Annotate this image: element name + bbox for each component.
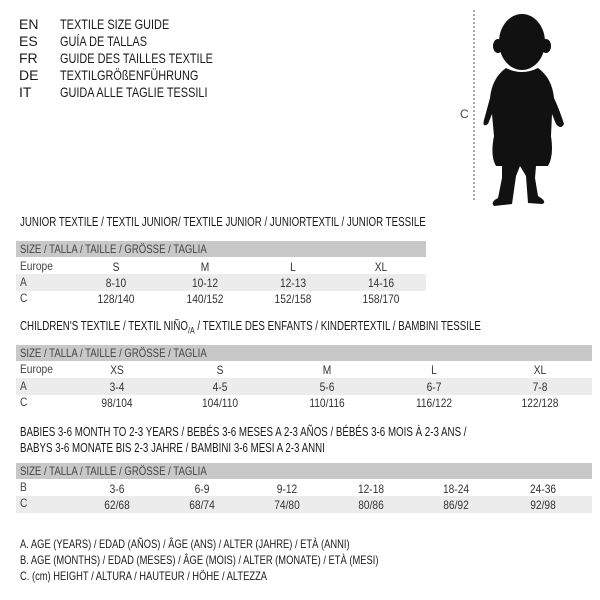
row-shade <box>16 274 426 291</box>
table-cell: L <box>431 363 437 377</box>
table-cell: 5-6 <box>319 380 335 394</box>
table-cell: 12-18 <box>357 482 385 496</box>
table-cell: 12-13 <box>279 276 307 290</box>
table-cell: 18-24 <box>442 482 470 496</box>
table-cell: 128/140 <box>97 292 135 306</box>
lang-code: EN <box>19 16 39 32</box>
table-cell: 68/74 <box>189 498 215 512</box>
lang-code: ES <box>19 33 38 49</box>
row-label: C <box>20 496 28 510</box>
row-shade <box>16 496 592 513</box>
table-cell: 3-4 <box>109 380 125 394</box>
table-cell: 122/128 <box>521 396 559 410</box>
table-cell: M <box>322 363 332 377</box>
table-cell: XS <box>110 363 124 377</box>
table-cell: 8-10 <box>105 276 127 290</box>
babies-table-header: SIZE / TALLA / TAILLE / GRÖSSE / TAGLIA <box>16 463 592 479</box>
table-cell: 4-5 <box>212 380 228 394</box>
lang-title: GUIDA ALLE TAGLIE TESSILI <box>60 84 208 100</box>
table-cell: 86/92 <box>443 498 469 512</box>
table-cell: S <box>112 260 120 274</box>
table-cell: 116/122 <box>415 396 453 410</box>
legend-item: C. (cm) HEIGHT / ALTURA / HAUTEUR / HÖHE… <box>20 569 268 583</box>
table-cell: L <box>290 260 296 274</box>
size-header: SIZE / TALLA / TAILLE / GRÖSSE / TAGLIA <box>20 464 207 478</box>
legend-item: B. AGE (MONTHS) / EDAD (MESES) / ÂGE (MO… <box>20 553 379 567</box>
row-label: A <box>20 379 27 393</box>
table-cell: 80/86 <box>358 498 384 512</box>
row-label: Europe <box>20 362 53 376</box>
junior-section-title: JUNIOR TEXTILE / TEXTIL JUNIOR/ TEXTILE … <box>20 215 426 229</box>
table-cell: 9-12 <box>276 482 298 496</box>
babies-section-title: BABIES 3-6 MONTH TO 2-3 YEARS / BEBÉS 3-… <box>20 425 467 439</box>
children-table-header: SIZE / TALLA / TAILLE / GRÖSSE / TAGLIA <box>16 345 592 361</box>
row-label: C <box>20 291 28 305</box>
table-cell: 152/158 <box>274 292 312 306</box>
table-cell: 14-16 <box>367 276 395 290</box>
lang-title: TEXTILE SIZE GUIDE <box>60 16 170 32</box>
junior-table-header: SIZE / TALLA / TAILLE / GRÖSSE / TAGLIA <box>16 241 426 257</box>
title-text: CHILDREN'S TEXTILE / TEXTIL NIÑO <box>20 319 189 333</box>
lang-title: GUIDE DES TAILLES TEXTILE <box>60 50 213 66</box>
title-text-rest: / TEXTILE DES ENFANTS / KINDERTEXTIL / B… <box>194 319 481 333</box>
babies-section-title-line2: BABYS 3-6 MONATE BIS 2-3 JAHRE / BAMBINI… <box>20 441 325 455</box>
child-silhouette-icon <box>473 10 564 206</box>
row-label: Europe <box>20 259 53 273</box>
table-cell: 74/80 <box>274 498 300 512</box>
table-cell: XL <box>533 363 547 377</box>
lang-code: FR <box>19 50 38 66</box>
table-cell: 158/170 <box>362 292 400 306</box>
table-cell: XL <box>374 260 388 274</box>
table-cell: 10-12 <box>191 276 219 290</box>
lang-code: DE <box>19 67 39 83</box>
row-label: A <box>20 275 27 289</box>
title-suffix: /A <box>188 325 195 336</box>
height-label: C <box>460 107 469 121</box>
row-label: B <box>20 480 27 494</box>
children-section-title: CHILDREN'S TEXTILE / TEXTIL NIÑO/A / TEX… <box>20 319 481 336</box>
lang-code: IT <box>19 84 32 100</box>
table-cell: M <box>200 260 210 274</box>
table-cell: 24-36 <box>529 482 557 496</box>
table-cell: 3-6 <box>109 482 125 496</box>
table-cell: 140/152 <box>186 292 224 306</box>
lang-title: TEXTILGRÖßENFÜHRUNG <box>60 67 199 83</box>
row-shade <box>16 378 592 395</box>
size-header: SIZE / TALLA / TAILLE / GRÖSSE / TAGLIA <box>20 242 207 256</box>
table-cell: 6-7 <box>426 380 442 394</box>
row-label: C <box>20 395 28 409</box>
table-cell: 62/68 <box>104 498 130 512</box>
table-cell: 7-8 <box>532 380 548 394</box>
lang-title: GUÍA DE TALLAS <box>60 33 147 49</box>
table-cell: 98/104 <box>101 396 133 410</box>
table-cell: S <box>216 363 224 377</box>
table-cell: 104/110 <box>201 396 239 410</box>
table-cell: 110/116 <box>309 396 345 410</box>
size-header: SIZE / TALLA / TAILLE / GRÖSSE / TAGLIA <box>20 346 207 360</box>
legend-item: A. AGE (YEARS) / EDAD (AÑOS) / ÂGE (ANS)… <box>20 537 350 551</box>
table-cell: 92/98 <box>530 498 556 512</box>
table-cell: 6-9 <box>194 482 210 496</box>
